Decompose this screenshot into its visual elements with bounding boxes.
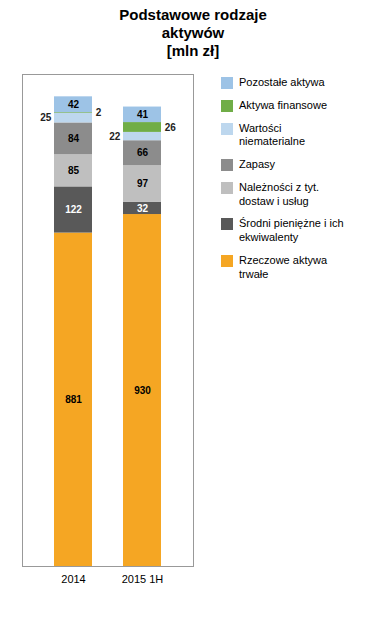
svg-text:2014: 2014	[61, 573, 85, 585]
html-text:Środni pieniężne i ich ekwiwal: Środni pieniężne i ich ekwiwalenty	[239, 217, 344, 243]
svg-text:2: 2	[96, 107, 102, 118]
html-text:Rzeczowe aktywa trwałe: Rzeczowe aktywa trwałe	[239, 253, 327, 280]
html-text:Należności z tyt. dostaw i usł: Należności z tyt. dostaw i usług	[239, 180, 320, 207]
svg-text:25: 25	[40, 112, 52, 123]
html-text:Zapasy: Zapasy	[239, 158, 276, 170]
svg-text:97: 97	[137, 178, 149, 189]
svg-text:32: 32	[137, 203, 149, 214]
svg-text:66: 66	[137, 147, 149, 158]
svg-text:41: 41	[137, 109, 149, 120]
svg-text:930: 930	[134, 385, 151, 396]
html-text:Wartości niematerialne: Wartości niematerialne	[239, 121, 305, 148]
svg-text:26: 26	[165, 122, 177, 133]
svg-text:2015 1H: 2015 1H	[122, 573, 164, 585]
html-text:Podstawowe rodzaje aktywów [ml: Podstawowe rodzaje aktywów [mln zł]	[119, 6, 267, 59]
svg-text:122: 122	[65, 204, 82, 215]
svg-text:85: 85	[68, 165, 80, 176]
svg-text:42: 42	[68, 99, 80, 110]
svg-text:881: 881	[65, 394, 82, 405]
svg-text:22: 22	[109, 131, 121, 142]
html-text:Aktywa finansowe: Aktywa finansowe	[239, 98, 327, 111]
html-text:Pozostałe aktywa: Pozostałe aktywa	[239, 76, 325, 88]
svg-text:84: 84	[68, 133, 80, 144]
